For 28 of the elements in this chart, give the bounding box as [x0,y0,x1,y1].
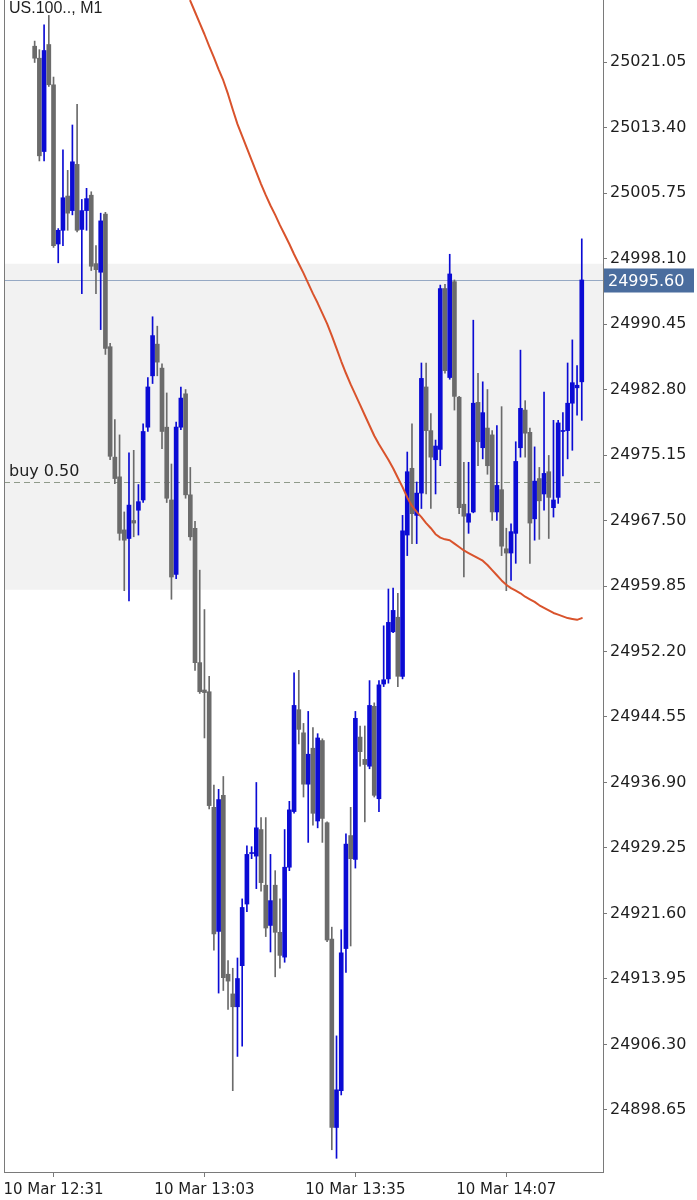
candlestick [79,199,85,294]
y-tick-label: 25005.75 [610,182,687,202]
y-tick-label: 24929.25 [610,837,687,857]
y-tick-label: 25021.05 [610,51,687,71]
candlestick [131,449,137,538]
x-tick-label: 10 Mar 12:31 [3,1179,104,1198]
y-tick-label: 24998.10 [610,247,687,267]
y-tick-label: 24952.20 [610,640,687,660]
x-tick-label: 10 Mar 14:07 [456,1179,557,1198]
chart-title: US.100.., M1 [9,0,103,16]
y-tick-label: 24898.65 [610,1099,687,1119]
y-tick-label: 24990.45 [610,313,687,333]
y-tick-label: 24982.80 [610,378,687,398]
y-tick-label: 24913.95 [610,968,687,988]
x-tick-label: 10 Mar 13:03 [154,1179,255,1198]
y-tick-label: 24944.55 [610,706,687,726]
y-tick-label: 24967.50 [610,509,687,529]
y-tick-label: 24921.60 [610,902,687,922]
y-tick-label: 24959.85 [610,575,687,595]
y-tick-label: 24906.30 [610,1033,687,1053]
ref-line-label: 24995.60 [608,270,685,290]
y-tick-label: 24975.15 [610,444,687,464]
candlestick [305,711,311,843]
y-tick-label: 24936.90 [610,771,687,791]
y-tick-label: 25013.40 [610,116,687,136]
ref-line-label: buy 0.50 [9,460,80,480]
x-tick-label: 10 Mar 13:35 [305,1179,406,1198]
candlestick [362,725,368,823]
